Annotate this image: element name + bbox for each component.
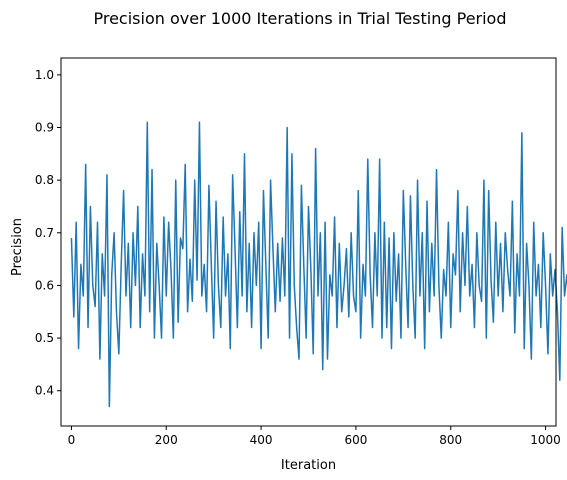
x-tick-label: 800 bbox=[439, 433, 462, 447]
x-tick-label: 400 bbox=[250, 433, 273, 447]
y-axis-label: Precision bbox=[10, 218, 25, 276]
axes-frame bbox=[60, 57, 557, 427]
y-tick-label: 0.7 bbox=[35, 226, 54, 240]
y-axis-ticks: 0.4 0.5 0.6 0.7 0.8 0.9 1.0 bbox=[35, 68, 61, 398]
chart-title: Precision over 1000 Iterations in Trial … bbox=[93, 9, 506, 28]
y-tick-label: 0.5 bbox=[35, 331, 54, 345]
y-tick-label: 0.8 bbox=[35, 173, 54, 187]
x-tick-label: 1000 bbox=[530, 433, 561, 447]
y-tick-label: 0.4 bbox=[35, 384, 54, 398]
x-tick-label: 200 bbox=[155, 433, 178, 447]
series-line-precision bbox=[70, 121, 567, 408]
x-tick-label: 600 bbox=[344, 433, 367, 447]
x-axis-label: Iteration bbox=[281, 458, 336, 473]
plot-area bbox=[70, 121, 567, 408]
y-tick-label: 0.9 bbox=[35, 120, 54, 134]
y-tick-label: 0.6 bbox=[35, 278, 54, 292]
y-tick-label: 1.0 bbox=[35, 68, 54, 82]
x-tick-label: 0 bbox=[68, 433, 76, 447]
x-axis-ticks: 0 200 400 600 800 1000 bbox=[68, 426, 561, 447]
